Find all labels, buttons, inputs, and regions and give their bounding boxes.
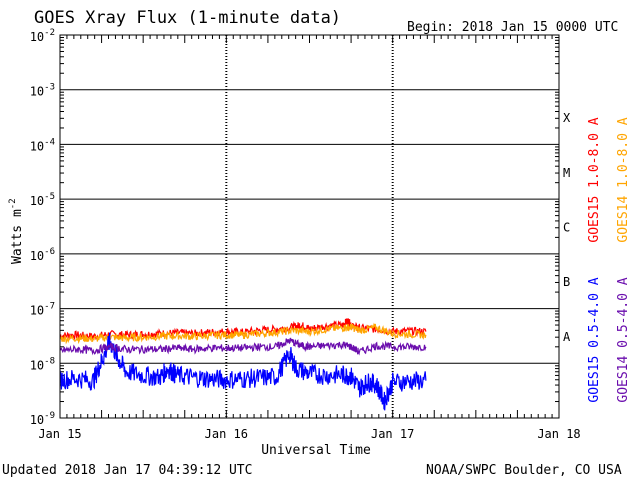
x-ticks-layer: Jan 15 Jan 16 Jan 17 Jan 18 bbox=[38, 35, 581, 441]
y-tick-base: 10 bbox=[30, 358, 44, 372]
y-tick-label: 10-5 bbox=[30, 192, 55, 208]
y-tick-exponent: -5 bbox=[44, 192, 55, 202]
y-tick-label: 10-3 bbox=[30, 83, 55, 99]
x-tick-label: Jan 17 bbox=[371, 427, 414, 441]
series-line bbox=[59, 322, 427, 345]
y-tick-exponent: -6 bbox=[44, 247, 55, 257]
flare-class-label: X bbox=[563, 111, 571, 125]
y-tick-base: 10 bbox=[30, 85, 44, 99]
y-tick-base: 10 bbox=[30, 194, 44, 208]
series-line bbox=[59, 337, 427, 356]
flare-class-label: A bbox=[563, 330, 571, 344]
flare-class-label: M bbox=[563, 166, 570, 180]
y-tick-exponent: -9 bbox=[44, 411, 55, 421]
y-tick-base: 10 bbox=[30, 413, 44, 427]
flare-class-label: C bbox=[563, 221, 570, 235]
series-layer bbox=[59, 318, 427, 411]
legend-entry: GOES14 0.5-4.0 A bbox=[616, 277, 631, 402]
y-tick-exponent: -8 bbox=[44, 356, 55, 366]
y-tick-exponent: -2 bbox=[44, 28, 55, 38]
y-axis-title-base: Watts m bbox=[10, 209, 25, 264]
x-tick-label: Jan 18 bbox=[537, 427, 580, 441]
y-tick-label: 10-2 bbox=[30, 28, 55, 44]
y-tick-label: 10-6 bbox=[30, 247, 55, 263]
begin-time-label: Begin: 2018 Jan 15 0000 UTC bbox=[407, 20, 618, 35]
y-axis-title-text: Watts m-2 bbox=[8, 198, 25, 264]
x-axis-title: Universal Time bbox=[261, 443, 371, 458]
chart-title: GOES Xray Flux (1-minute data) bbox=[34, 8, 341, 28]
flare-class-label: B bbox=[563, 275, 570, 289]
y-tick-base: 10 bbox=[30, 304, 44, 318]
y-tick-base: 10 bbox=[30, 139, 44, 153]
y-axis-title: Watts m-2 bbox=[8, 198, 25, 264]
y-tick-label: 10-4 bbox=[30, 137, 55, 153]
y-tick-exponent: -7 bbox=[44, 302, 55, 312]
legend-entry: GOES15 1.0-8.0 A bbox=[587, 117, 602, 242]
plot-frame bbox=[59, 34, 560, 419]
y-tick-label: 10-9 bbox=[30, 411, 55, 427]
legend: GOES15 1.0-8.0 A GOES14 1.0-8.0 A GOES15 0… bbox=[587, 117, 631, 402]
series-line bbox=[59, 332, 427, 411]
credit-label: NOAA/SWPC Boulder, CO USA bbox=[426, 463, 622, 478]
y-tick-base: 10 bbox=[30, 30, 44, 44]
x-tick-label: Jan 15 bbox=[38, 427, 81, 441]
y-axis-title-exponent: -2 bbox=[8, 198, 18, 209]
y-tick-base: 10 bbox=[30, 249, 44, 263]
legend-entry: GOES15 0.5-4.0 A bbox=[587, 277, 602, 402]
y-tick-label: 10-8 bbox=[30, 356, 55, 372]
y-tick-exponent: -4 bbox=[44, 137, 55, 147]
flare-class-layer: A B C M X bbox=[563, 111, 571, 344]
grid-layer bbox=[60, 35, 559, 418]
y-tick-exponent: -3 bbox=[44, 83, 55, 93]
legend-entry: GOES14 1.0-8.0 A bbox=[616, 117, 631, 242]
y-tick-label: 10-7 bbox=[30, 302, 55, 318]
updated-time-label: Updated 2018 Jan 17 04:39:12 UTC bbox=[2, 463, 252, 478]
y-ticks-layer: 10-910-810-710-610-510-410-310-2 bbox=[30, 28, 559, 427]
x-tick-label: Jan 16 bbox=[205, 427, 248, 441]
